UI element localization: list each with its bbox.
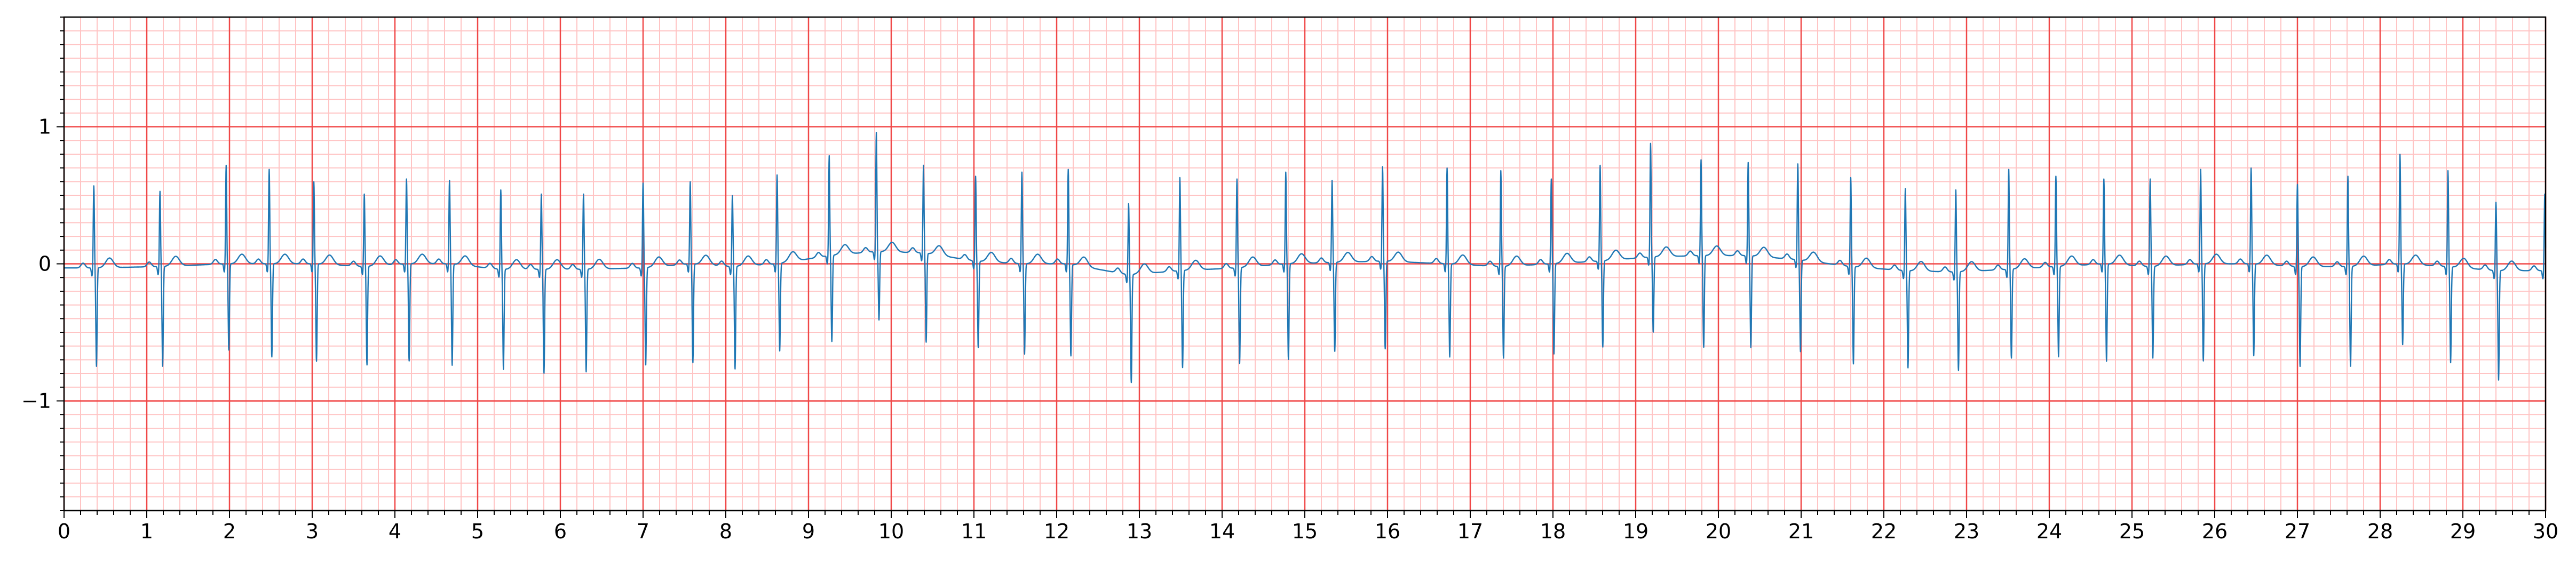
trace-layer [64, 132, 2547, 384]
x-tick-label: 5 [471, 520, 484, 543]
x-tick-label: 13 [1127, 520, 1152, 543]
y-tick-label: −1 [21, 389, 51, 412]
x-tick-label: 20 [1706, 520, 1731, 543]
x-tick-label: 15 [1292, 520, 1318, 543]
x-tick-label: 14 [1209, 520, 1235, 543]
major-grid [63, 17, 2547, 511]
x-tick-label: 0 [58, 520, 70, 543]
x-tick-label: 24 [2036, 520, 2062, 543]
x-tick-label: 21 [1788, 520, 1814, 543]
x-tick-label: 28 [2367, 520, 2393, 543]
x-tick-label: 6 [554, 520, 567, 543]
y-tick-label: 0 [38, 252, 51, 276]
x-tick-label: 4 [389, 520, 401, 543]
x-tick-label: 8 [719, 520, 732, 543]
ticks-layer: 0 1 2 3 4 5 6 7 8 9 10 11 12 13 14 15 16 17 18 19 20 21 22 23 24… [21, 17, 2558, 543]
x-tick-label: 18 [1540, 520, 1566, 543]
x-tick-label: 10 [878, 520, 904, 543]
x-tick-label: 19 [1623, 520, 1648, 543]
ecg-trace-line [64, 132, 2547, 384]
x-tick-label: 12 [1044, 520, 1069, 543]
x-tick-label: 29 [2450, 520, 2476, 543]
y-tick-label: 1 [38, 115, 51, 139]
x-tick-label: 16 [1375, 520, 1400, 543]
x-tick-label: 27 [2285, 520, 2310, 543]
x-tick-label: 22 [1871, 520, 1897, 543]
x-tick-label: 1 [140, 520, 153, 543]
x-tick-label: 7 [637, 520, 649, 543]
x-tick-label: 11 [961, 520, 987, 543]
x-tick-label: 30 [2533, 520, 2558, 543]
x-tick-label: 26 [2202, 520, 2228, 543]
x-tick-label: 3 [306, 520, 319, 543]
x-tick-label: 2 [223, 520, 236, 543]
x-tick-label: 17 [1457, 520, 1483, 543]
x-tick-label: 25 [2119, 520, 2145, 543]
x-tick-label: 23 [1954, 520, 1979, 543]
x-tick-label: 9 [802, 520, 815, 543]
